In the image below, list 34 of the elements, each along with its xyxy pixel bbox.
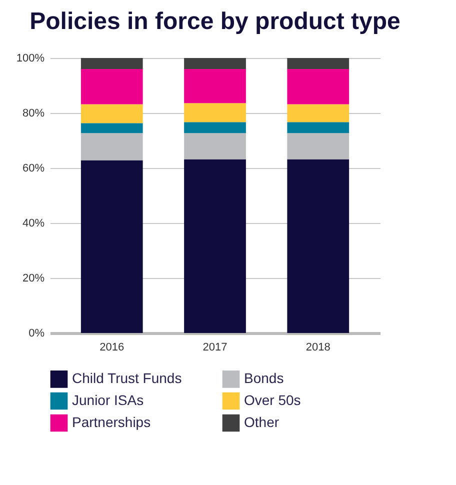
y-tick-label: 20% [22,272,45,284]
x-tick-label: 2018 [306,342,330,354]
bar [80,104,143,124]
bar [80,133,143,160]
y-tick-label: 80% [22,108,45,120]
x-tick-label: 2017 [202,342,228,354]
legend-label: Partnerships [72,414,151,430]
bar [287,104,350,122]
bar [287,69,350,104]
bar [184,58,246,69]
bar [184,159,246,333]
bar [80,123,143,134]
legend-label: Over 50s [244,392,301,408]
bar [184,69,246,104]
y-tick-label: 40% [22,218,45,230]
x-tick-label: 2016 [100,342,124,354]
bar [184,122,246,134]
bar [287,122,350,134]
y-tick-label: 100% [16,52,45,64]
y-tick-label: 60% [22,162,45,174]
bar [184,133,246,160]
bar [80,58,143,69]
chart-title: Policies in force by product type [30,8,400,35]
y-tick-label: 0% [28,328,45,340]
legend-label: Other [244,414,280,430]
bar [287,159,350,333]
bar [184,103,246,122]
bar [80,160,143,333]
legend-label: Junior ISAs [72,392,144,408]
legend-label: Bonds [244,370,284,386]
bar [80,69,143,104]
bar [287,58,350,69]
bar [287,133,350,160]
legend-label: Child Trust Funds [72,370,182,386]
